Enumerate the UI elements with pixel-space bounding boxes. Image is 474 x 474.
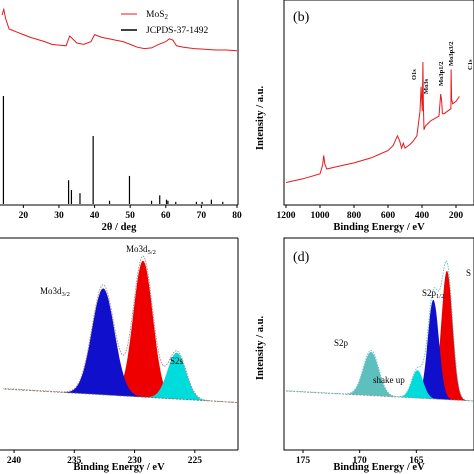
panel-a: 20 30 40 50 60 70 80 2θ / deg MoS2 JCPDS-37-14…	[0, 0, 242, 233]
panel-a-tick-label-80: 80	[232, 211, 242, 221]
peak-label-mo3p12: Mo3p1/2	[438, 61, 445, 86]
panel-c-tick-label-240: 240	[7, 456, 22, 466]
panel-d-frame	[283, 237, 474, 451]
panel-d-x-label: Binding Energy / eV	[333, 462, 425, 473]
peak-label-mo3d32: Mo3d3/2	[40, 286, 70, 298]
panel-c-tick-label-230: 230	[127, 456, 142, 466]
experimental-envelope	[286, 260, 473, 402]
panel-a-tick-label-30: 30	[54, 211, 64, 221]
panel-b-y-label: Intensity / a.u.	[255, 86, 266, 151]
fitted-peak-s2p	[336, 351, 406, 398]
peak-label-mo3p32: Mo3p3/2	[448, 41, 455, 66]
legend-jcpds-label: JCPDS-37-1492	[146, 26, 209, 36]
peak-label-mo3d52: Mo3d5/2	[126, 244, 156, 256]
peak-label-s2p: S2p	[334, 338, 349, 348]
fitted-peak-mo3d5-2	[99, 260, 187, 400]
panel-d-letter: (d)	[293, 250, 310, 265]
legend-mos2-label: MoS2	[146, 10, 168, 21]
panel-b-tick-label-200: 200	[449, 211, 464, 221]
panel-d-tick-label-165: 165	[409, 456, 424, 466]
panel-d-fitted-peaks	[286, 260, 473, 402]
peak-label-shake-up: shake up	[373, 375, 405, 385]
panel-a-x-label: 2θ / deg	[102, 222, 137, 233]
panel-b-tick-label-400: 400	[415, 211, 430, 221]
panel-b-survey-spectrum	[285, 61, 460, 183]
fitted-peak-s2s	[135, 352, 218, 402]
panel-a-reference-sticks	[2, 96, 224, 204]
panel-c: 240 235 230 225 Binding Energy / eV Mo3d3/2…	[0, 237, 239, 473]
fitted-peak-shake-up	[391, 370, 444, 400]
panel-d-tick-label-170: 170	[353, 456, 368, 466]
panel-c-tick-label-235: 235	[67, 456, 82, 466]
panel-b-tick-label-800: 800	[347, 211, 362, 221]
panel-a-tick-label-40: 40	[90, 211, 100, 221]
panel-b-letter: (b)	[293, 10, 310, 25]
panel-a-legend: MoS2 JCPDS-37-1492	[121, 10, 209, 36]
fitted-peak-mo3d3-2	[52, 288, 154, 398]
panel-a-tick-label-20: 20	[19, 211, 29, 221]
panel-a-ticks: 20 30 40 50 60 70 80	[19, 205, 242, 221]
panel-d-y-label: Intensity / a.u.	[255, 316, 266, 381]
panel-b-ticks: 1200 1000 800 600 400 200	[277, 205, 464, 221]
peak-label-s2p32: S	[466, 268, 471, 278]
peak-label-s2p12: S2p1/2	[422, 288, 444, 300]
panel-b-tick-label-1000: 1000	[311, 211, 330, 221]
panel-c-tick-label-225: 225	[188, 456, 203, 466]
panel-a-tick-label-50: 50	[125, 211, 135, 221]
panel-a-tick-label-70: 70	[197, 211, 207, 221]
panel-c-ticks: 240 235 230 225	[7, 450, 202, 466]
panel-a-mos2-pattern	[1, 7, 238, 52]
panel-d-ticks: 175 170 165	[296, 450, 424, 466]
peak-label-o1s: O1s	[411, 69, 418, 80]
panel-c-x-label: Binding Energy / eV	[73, 462, 165, 473]
fitted-peak-s2p1-2	[408, 299, 459, 401]
panel-d-tick-label-175: 175	[296, 456, 311, 466]
panel-a-tick-label-60: 60	[161, 211, 171, 221]
peak-label-c1s: C1s	[467, 59, 474, 70]
panel-b-tick-label-600: 600	[381, 211, 396, 221]
panel-c-fitted-peaks	[2, 255, 238, 403]
peak-label-mo3s: Mo3s	[423, 78, 430, 94]
peak-label-s2s: S2s	[170, 356, 184, 366]
background-line	[3, 388, 237, 403]
panel-b-tick-label-1200: 1200	[277, 211, 296, 221]
panel-b-x-label: Binding Energy / eV	[333, 222, 425, 233]
panel-b-frame	[283, 0, 474, 206]
panel-b: (b) 1200 1000 800 600 400 200 Intensity / a.u…	[255, 0, 474, 233]
panel-d: (d) 175 170 165 Intensity / a.u. Binding E…	[255, 237, 474, 473]
fitted-peak-s2p3-2	[422, 270, 472, 401]
